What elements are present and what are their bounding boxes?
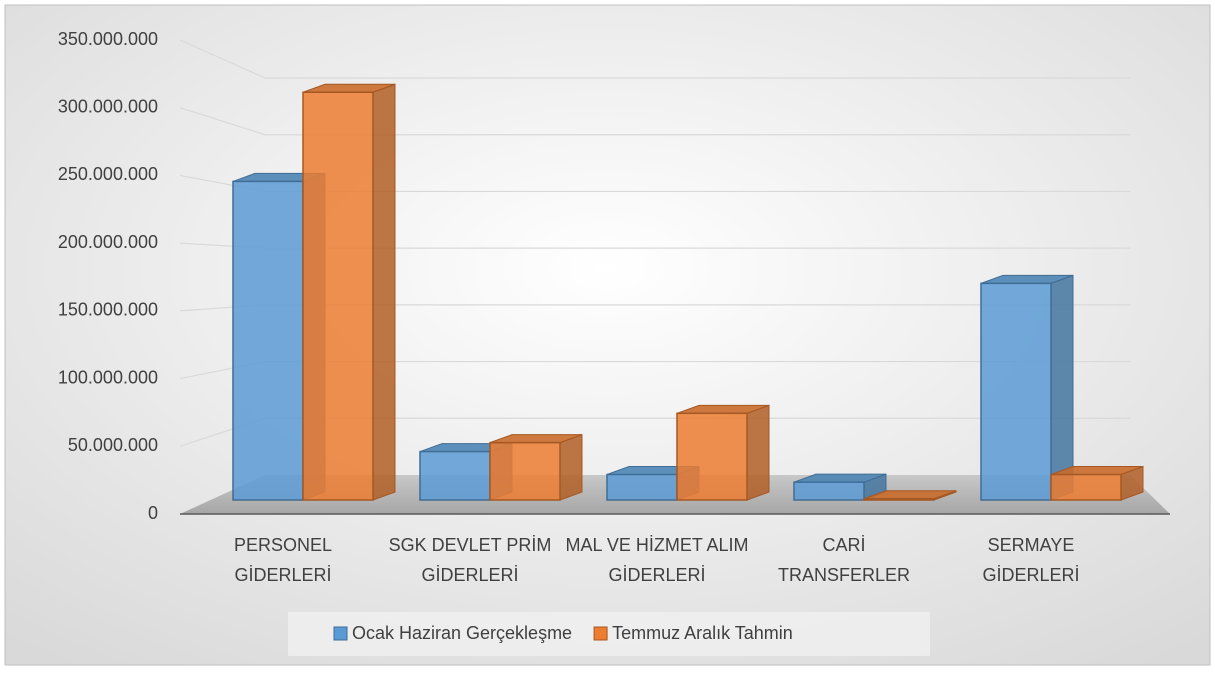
grid-line — [179, 39, 1130, 79]
bar — [302, 83, 396, 501]
y-tick-label: 250.000.000 — [58, 164, 158, 184]
bar — [980, 274, 1074, 501]
x-tick-label: CARİ TRANSFERLER — [778, 535, 910, 585]
y-tick-label: 150.000.000 — [58, 300, 158, 320]
bar-side — [1050, 274, 1074, 501]
y-tick-label: 100.000.000 — [58, 367, 158, 387]
y-tick-label: 0 — [148, 503, 158, 523]
bar-front — [863, 497, 935, 501]
x-tick-label: SGK DEVLET PRİM GİDERLERİ — [389, 535, 552, 585]
bar-side — [746, 404, 770, 501]
y-tick-label: 50.000.000 — [68, 435, 158, 455]
x-tick-label: MAL VE HİZMET ALIM GİDERLERİ — [565, 535, 748, 585]
bar-side — [372, 83, 396, 501]
legend-swatch — [593, 626, 608, 641]
bar — [863, 490, 957, 501]
grid-line — [179, 107, 1130, 136]
bar — [1050, 465, 1144, 501]
bar-front — [980, 282, 1052, 501]
bar — [676, 404, 770, 501]
bar-front — [489, 441, 561, 501]
legend-box — [288, 612, 930, 656]
y-tick-label: 200.000.000 — [58, 232, 158, 252]
bar-front — [676, 412, 748, 501]
legend-label: Ocak Haziran Gerçekleşme — [352, 623, 572, 643]
bar-front — [419, 450, 491, 501]
bar — [489, 433, 583, 501]
x-tick-label: SERMAYE GİDERLERİ — [982, 535, 1079, 585]
legend-label: Temmuz Aralık Tahmin — [612, 623, 793, 643]
legend-swatch — [333, 626, 348, 641]
y-tick-label: 300.000.000 — [58, 96, 158, 116]
bar-front — [606, 473, 678, 501]
bar-front — [793, 481, 865, 501]
x-tick-label: PERSONEL GİDERLERİ — [234, 535, 332, 585]
bar-side — [559, 433, 583, 501]
bar-front — [232, 180, 304, 501]
bar-front — [1050, 473, 1122, 501]
y-tick-label: 350.000.000 — [58, 29, 158, 49]
bar-front — [302, 91, 374, 501]
